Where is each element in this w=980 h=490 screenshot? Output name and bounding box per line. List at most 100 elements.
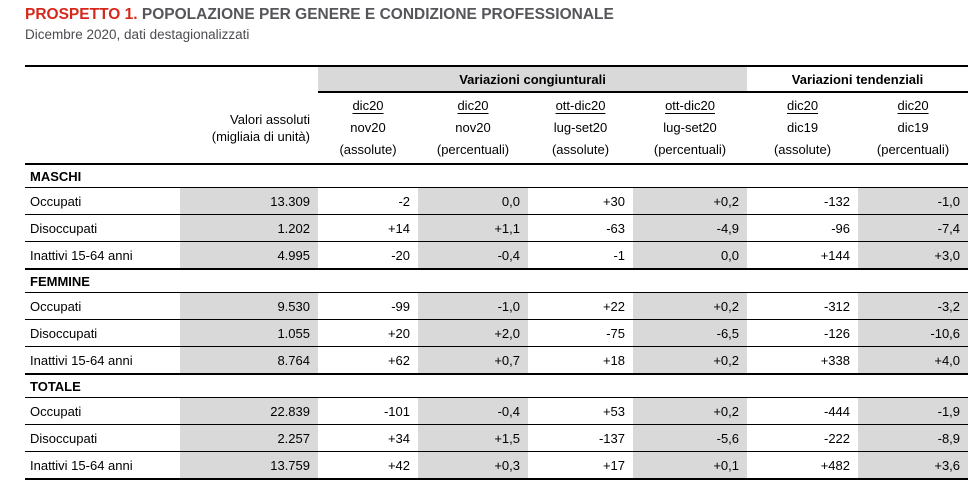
value-cell: -5,6 [633, 424, 748, 452]
value-cell: -444 [747, 397, 859, 425]
value-cell: +53 [528, 397, 633, 425]
value-cell: -3,2 [858, 292, 969, 320]
table-row: Inattivi 15-64 anni 13.759 +42 +0,3 +17 +0,1 +… [25, 451, 969, 480]
value-cell: 0,0 [633, 241, 748, 270]
value-cell: 22.839 [180, 397, 318, 425]
value-cell: -20 [318, 241, 418, 270]
value-cell: -137 [528, 424, 633, 452]
table-row: Inattivi 15-64 anni 8.764 +62 +0,7 +18 +0,2 +3… [25, 346, 969, 375]
value-cell: +22 [528, 292, 633, 320]
value-cell: 0,0 [418, 187, 528, 215]
value-cell: 13.759 [180, 451, 318, 480]
valori-line2: (migliaia di unità) [211, 128, 310, 144]
group-header-congiunturali: Variazioni congiunturali [318, 66, 748, 93]
value-cell: 13.309 [180, 187, 318, 215]
value-cell: +34 [318, 424, 418, 452]
value-cell: -10,6 [858, 319, 969, 347]
value-cell: -99 [318, 292, 418, 320]
value-cell: -222 [747, 424, 859, 452]
title-prefix: PROSPETTO 1. [25, 6, 138, 23]
value-cell: +3,0 [858, 241, 969, 270]
value-cell: 1.055 [180, 319, 318, 347]
value-cell: +14 [318, 214, 418, 242]
group-header-spacer [25, 66, 318, 92]
value-cell: -101 [318, 397, 418, 425]
table-row: Occupati 22.839 -101 -0,4 +53 +0,2 -444 -1,9 [25, 397, 969, 425]
col-header-congiunturale-mensile-assoluta: dic20 nov20 (assolute) [318, 92, 418, 165]
row-label: Occupati [25, 292, 180, 320]
title-text: POPOLAZIONE PER GENERE E CONDIZIONE PROF… [137, 6, 614, 23]
table-container: Variazioni congiunturali Variazioni tend… [25, 65, 969, 480]
value-cell: -4,9 [633, 214, 748, 242]
value-cell: +0,2 [633, 397, 748, 425]
col-header-tendenziale-assoluta: dic20 dic19 (assolute) [747, 92, 859, 165]
value-cell: +62 [318, 346, 418, 375]
table-row: Occupati 9.530 -99 -1,0 +22 +0,2 -312 -3,2 [25, 292, 969, 320]
value-cell: +17 [528, 451, 633, 480]
column-header-spacer [25, 92, 180, 165]
value-cell: +2,0 [418, 319, 528, 347]
section-header-row: MASCHI [25, 164, 969, 188]
value-cell: +42 [318, 451, 418, 480]
value-cell: 1.202 [180, 214, 318, 242]
value-cell: +3,6 [858, 451, 969, 480]
page-title: PROSPETTO 1. POPOLAZIONE PER GENERE E CO… [25, 6, 614, 24]
col-header-congiunturale-trimestrale-percentuale: ott-dic20 lug-set20 (percentuali) [633, 92, 748, 165]
col-header-valori-assoluti: Valori assoluti (migliaia di unità) [180, 92, 318, 165]
group-header-tendenziali: Variazioni tendenziali [747, 66, 969, 93]
value-cell: +144 [747, 241, 859, 270]
row-label: Disoccupati [25, 214, 180, 242]
value-cell: +0,2 [633, 187, 748, 215]
value-cell: -1,0 [858, 187, 969, 215]
value-cell: +1,1 [418, 214, 528, 242]
value-cell: -132 [747, 187, 859, 215]
section-header-row: TOTALE [25, 374, 969, 398]
row-label: Disoccupati [25, 424, 180, 452]
value-cell: +0,2 [633, 292, 748, 320]
col-header-congiunturale-mensile-percentuale: dic20 nov20 (percentuali) [418, 92, 528, 165]
table-row: Disoccupati 1.055 +20 +2,0 -75 -6,5 -126 -10,6 [25, 319, 969, 347]
value-cell: -6,5 [633, 319, 748, 347]
table-row: Occupati 13.309 -2 0,0 +30 +0,2 -132 -1,0 [25, 187, 969, 215]
value-cell: -63 [528, 214, 633, 242]
value-cell: -96 [747, 214, 859, 242]
value-cell: +482 [747, 451, 859, 480]
value-cell: -75 [528, 319, 633, 347]
section-label: TOTALE [25, 374, 969, 398]
row-label: Disoccupati [25, 319, 180, 347]
row-label: Inattivi 15-64 anni [25, 241, 180, 270]
page-subtitle: Dicembre 2020, dati destagionalizzati [25, 27, 250, 42]
population-table: Variazioni congiunturali Variazioni tend… [25, 65, 969, 480]
col-header-tendenziale-percentuale: dic20 dic19 (percentuali) [858, 92, 969, 165]
section-label: MASCHI [25, 164, 969, 188]
table-row: Inattivi 15-64 anni 4.995 -20 -0,4 -1 0,0 +144… [25, 241, 969, 270]
report-header: PROSPETTO 1. POPOLAZIONE PER GENERE E CO… [25, 6, 614, 42]
value-cell: -312 [747, 292, 859, 320]
value-cell: -1,0 [418, 292, 528, 320]
value-cell: +0,1 [633, 451, 748, 480]
value-cell: +0,2 [633, 346, 748, 375]
value-cell: -126 [747, 319, 859, 347]
value-cell: -0,4 [418, 397, 528, 425]
table-row: Disoccupati 1.202 +14 +1,1 -63 -4,9 -96 -7,4 [25, 214, 969, 242]
value-cell: 2.257 [180, 424, 318, 452]
value-cell: +4,0 [858, 346, 969, 375]
value-cell: +18 [528, 346, 633, 375]
row-label: Occupati [25, 397, 180, 425]
table-row: Disoccupati 2.257 +34 +1,5 -137 -5,6 -222 -8,9 [25, 424, 969, 452]
value-cell: +1,5 [418, 424, 528, 452]
valori-line1: Valori assoluti [230, 111, 310, 127]
value-cell: +30 [528, 187, 633, 215]
value-cell: -1,9 [858, 397, 969, 425]
section-label: FEMMINE [25, 269, 969, 293]
value-cell: 4.995 [180, 241, 318, 270]
value-cell: 8.764 [180, 346, 318, 375]
value-cell: 9.530 [180, 292, 318, 320]
value-cell: +0,7 [418, 346, 528, 375]
value-cell: -0,4 [418, 241, 528, 270]
table-body: MASCHI Occupati 13.309 -2 0,0 +30 +0,2 -132 -1,0… [25, 164, 969, 480]
value-cell: +0,3 [418, 451, 528, 480]
value-cell: -1 [528, 241, 633, 270]
row-label: Inattivi 15-64 anni [25, 346, 180, 375]
column-header-row: Valori assoluti (migliaia di unità) dic2… [25, 92, 969, 165]
